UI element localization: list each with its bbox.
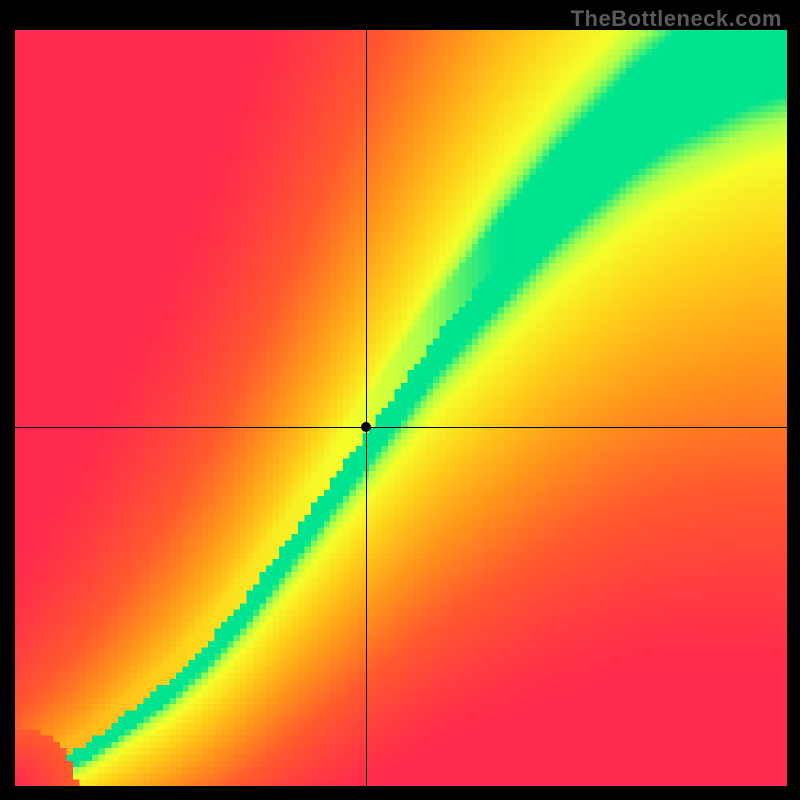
chart-container: TheBottleneck.com [0, 0, 800, 800]
bottleneck-heatmap [15, 30, 787, 786]
marker-dot [361, 422, 371, 432]
attribution-watermark: TheBottleneck.com [571, 6, 782, 32]
crosshair-vertical [366, 30, 367, 786]
plot-area [15, 30, 787, 786]
crosshair-horizontal [15, 427, 787, 428]
